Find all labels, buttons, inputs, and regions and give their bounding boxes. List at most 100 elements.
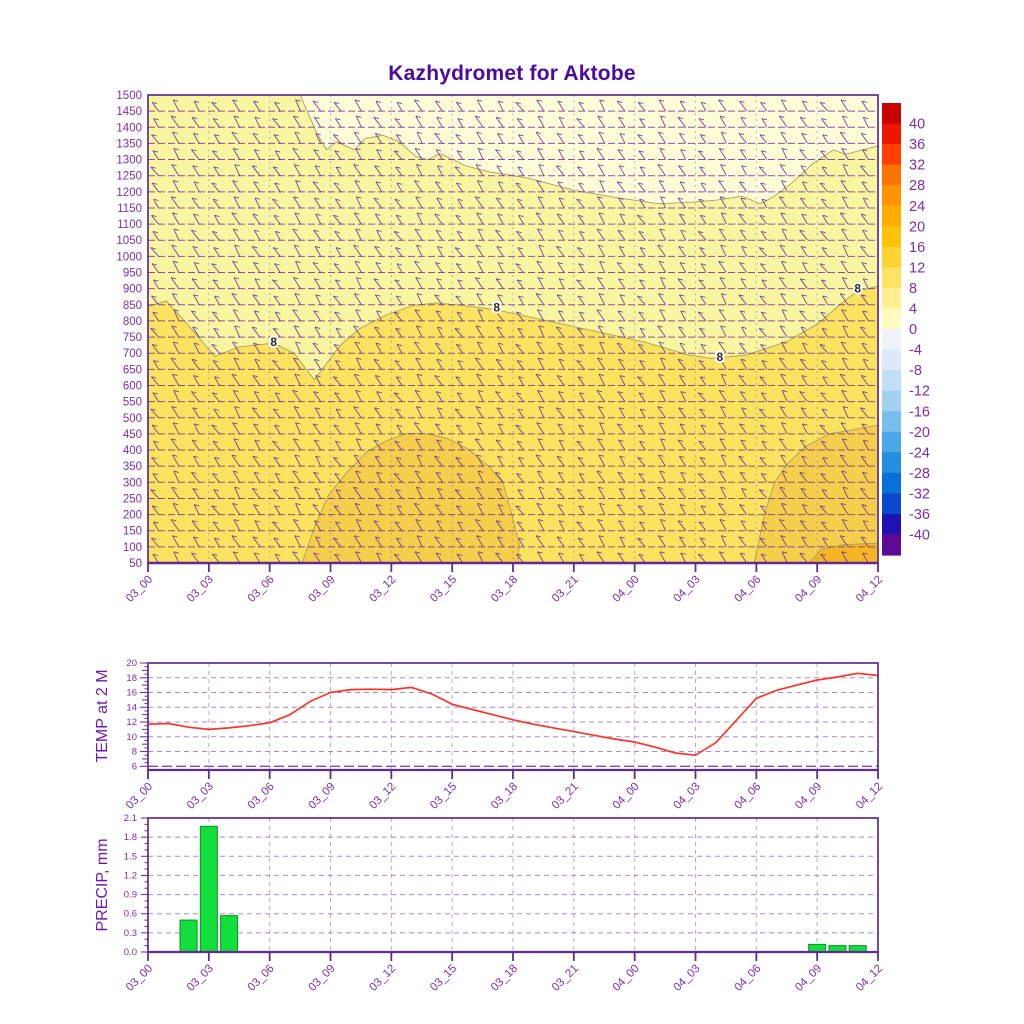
time-label: 04_09 xyxy=(793,574,824,605)
wind-barb xyxy=(373,520,383,531)
wind-barb xyxy=(413,502,423,515)
wind-barb xyxy=(455,424,464,435)
level-label: 450 xyxy=(123,429,142,441)
wind-barb xyxy=(151,343,159,354)
wind-barb xyxy=(679,181,687,193)
wind-barb xyxy=(374,455,383,467)
wind-barb xyxy=(638,392,646,402)
wind-barb xyxy=(374,213,383,225)
wind-barb xyxy=(679,262,687,273)
wind-barb xyxy=(373,197,383,209)
wind-barb xyxy=(577,456,585,467)
wind-barb xyxy=(799,149,808,160)
wind-barb xyxy=(495,149,504,160)
wind-barb xyxy=(537,389,545,402)
wind-barb xyxy=(253,100,261,112)
wind-barb xyxy=(596,147,606,160)
wind-barb xyxy=(273,456,281,467)
wind-barb xyxy=(516,279,524,289)
wind-barb xyxy=(497,504,504,515)
wind-barb xyxy=(860,213,869,225)
wind-barb xyxy=(476,535,484,548)
wind-barb xyxy=(862,229,869,241)
wind-barb xyxy=(639,118,646,128)
wind-barb xyxy=(313,310,322,322)
wind-barb xyxy=(233,196,241,209)
wind-barb xyxy=(839,131,849,144)
wind-barb xyxy=(841,309,849,322)
wind-barb xyxy=(639,327,646,338)
wind-barb xyxy=(253,262,261,273)
wind-barb xyxy=(231,131,241,144)
temp-y-label: 6 xyxy=(132,761,137,772)
time-label: 03_00 xyxy=(124,963,155,994)
wind-barb xyxy=(497,423,504,435)
wind-barb xyxy=(211,553,220,563)
wind-barb xyxy=(171,406,180,419)
time-label: 03_12 xyxy=(367,574,398,605)
time-label: 03_09 xyxy=(307,574,338,605)
wind-barb xyxy=(778,357,788,370)
wind-barb xyxy=(233,115,241,128)
wind-barb xyxy=(758,489,768,499)
wind-barb xyxy=(374,407,383,419)
wind-barb xyxy=(475,406,484,419)
wind-barb xyxy=(497,342,504,354)
colorbar-segment xyxy=(882,164,901,186)
wind-barb xyxy=(699,537,707,548)
wind-barb xyxy=(396,505,403,515)
wind-barb xyxy=(233,519,241,531)
wind-barb xyxy=(274,553,281,563)
wind-barb xyxy=(718,99,727,112)
wind-barb xyxy=(416,486,423,499)
wind-barb xyxy=(616,423,626,435)
wind-barb xyxy=(313,116,322,128)
wind-barb xyxy=(332,295,342,306)
precip-y-label: 2.1 xyxy=(124,813,137,824)
wind-barb xyxy=(862,439,869,451)
wind-barb xyxy=(761,279,768,289)
wind-barb xyxy=(153,360,159,370)
wind-barb xyxy=(334,521,342,531)
wind-barb xyxy=(396,182,403,193)
wind-barb xyxy=(414,309,423,322)
wind-barb xyxy=(414,551,423,563)
wind-barb xyxy=(211,424,220,435)
wind-barb xyxy=(535,293,545,306)
wind-barb xyxy=(821,247,829,257)
contour-bands xyxy=(148,95,878,563)
wind-barb xyxy=(597,196,606,209)
wind-barb xyxy=(598,454,606,467)
wind-barb xyxy=(435,391,443,402)
time-label: 03_12 xyxy=(367,963,398,994)
wind-barb xyxy=(152,473,159,483)
wind-barb xyxy=(312,342,322,354)
wind-barb xyxy=(495,116,504,128)
wind-barb xyxy=(477,551,484,563)
wind-barb xyxy=(639,166,646,176)
wind-barb xyxy=(293,196,301,209)
wind-barb xyxy=(598,293,606,306)
wind-barb xyxy=(822,214,829,225)
wind-barb xyxy=(211,343,220,354)
time-label: 03_09 xyxy=(307,963,338,994)
wind-barb xyxy=(578,263,585,273)
wind-barb xyxy=(395,489,403,499)
wind-barb xyxy=(799,520,808,531)
wind-barb xyxy=(312,100,322,112)
wind-barb xyxy=(170,277,180,289)
wind-barb xyxy=(657,325,666,338)
colorbar-label: 4 xyxy=(909,302,917,318)
wind-barb xyxy=(495,439,504,451)
wind-barb xyxy=(313,149,322,160)
wind-barb xyxy=(233,357,241,370)
colorbar-segment xyxy=(882,103,901,125)
wind-barb xyxy=(454,327,464,338)
wind-barb xyxy=(660,115,667,128)
wind-barb xyxy=(840,422,849,435)
wind-barb xyxy=(435,229,443,241)
wind-barb xyxy=(576,118,585,128)
wind-barb xyxy=(658,454,666,467)
wind-barb xyxy=(746,95,747,96)
wind-barb xyxy=(840,99,849,112)
